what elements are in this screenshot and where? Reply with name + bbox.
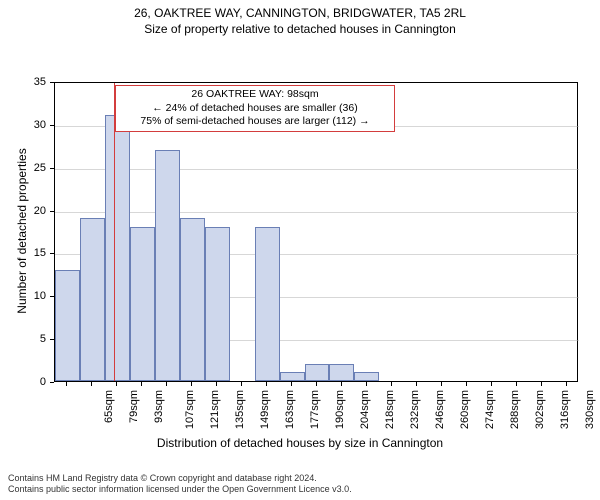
histogram-bar — [329, 364, 354, 381]
x-tick-label: 190sqm — [334, 390, 346, 429]
x-tick-mark — [541, 382, 542, 386]
x-tick-label: 135sqm — [234, 390, 246, 429]
y-tick-mark — [50, 211, 54, 212]
x-tick-label: 93sqm — [153, 390, 165, 423]
x-tick-mark — [291, 382, 292, 386]
x-tick-mark — [266, 382, 267, 386]
x-tick-mark — [66, 382, 67, 386]
y-tick-mark — [50, 339, 54, 340]
x-tick-mark — [216, 382, 217, 386]
y-tick-mark — [50, 168, 54, 169]
x-tick-mark — [141, 382, 142, 386]
histogram-bar — [155, 150, 180, 381]
x-tick-mark — [441, 382, 442, 386]
footer-line-1: Contains HM Land Registry data © Crown c… — [8, 473, 352, 485]
histogram-bar — [130, 227, 155, 381]
histogram-bar — [280, 372, 305, 381]
x-tick-label: 274sqm — [484, 390, 496, 429]
histogram-bar — [55, 270, 80, 381]
x-tick-label: 121sqm — [209, 390, 221, 429]
grid-line — [55, 169, 579, 170]
y-axis-label: Number of detached properties — [15, 131, 29, 331]
title-block: 26, OAKTREE WAY, CANNINGTON, BRIDGWATER,… — [0, 0, 600, 36]
y-tick-label: 35 — [0, 76, 46, 88]
x-tick-label: 218sqm — [384, 390, 396, 429]
x-tick-label: 260sqm — [459, 390, 471, 429]
x-tick-mark — [91, 382, 92, 386]
histogram-bar — [105, 115, 130, 381]
chart: 05101520253035Number of detached propert… — [0, 36, 600, 446]
histogram-bar — [255, 227, 280, 381]
x-tick-label: 79sqm — [128, 390, 140, 423]
x-tick-label: 163sqm — [284, 390, 296, 429]
x-tick-label: 302sqm — [534, 390, 546, 429]
x-tick-label: 149sqm — [259, 390, 271, 429]
x-tick-label: 107sqm — [184, 390, 196, 429]
grid-line — [55, 212, 579, 213]
x-tick-mark — [116, 382, 117, 386]
x-tick-mark — [166, 382, 167, 386]
x-tick-mark — [341, 382, 342, 386]
x-tick-mark — [466, 382, 467, 386]
x-tick-mark — [491, 382, 492, 386]
y-tick-mark — [50, 125, 54, 126]
x-tick-mark — [316, 382, 317, 386]
footer-line-2: Contains public sector information licen… — [8, 484, 352, 496]
x-tick-label: 246sqm — [434, 390, 446, 429]
x-tick-label: 204sqm — [359, 390, 371, 429]
y-tick-label: 5 — [0, 333, 46, 345]
sub-title: Size of property relative to detached ho… — [0, 22, 600, 36]
callout-line: 75% of semi-detached houses are larger (… — [122, 115, 388, 129]
histogram-bar — [305, 364, 330, 381]
y-tick-label: 0 — [0, 376, 46, 388]
callout-line: 26 OAKTREE WAY: 98sqm — [122, 88, 388, 102]
x-tick-mark — [366, 382, 367, 386]
histogram-bar — [354, 372, 379, 381]
x-tick-mark — [566, 382, 567, 386]
histogram-bar — [180, 218, 205, 381]
histogram-bar — [205, 227, 230, 381]
x-tick-label: 288sqm — [509, 390, 521, 429]
footer: Contains HM Land Registry data © Crown c… — [8, 473, 352, 496]
callout-line: ← 24% of detached houses are smaller (36… — [122, 102, 388, 116]
x-tick-label: 65sqm — [104, 390, 116, 423]
y-tick-mark — [50, 82, 54, 83]
y-tick-mark — [50, 253, 54, 254]
histogram-bar — [80, 218, 105, 381]
main-title: 26, OAKTREE WAY, CANNINGTON, BRIDGWATER,… — [0, 6, 600, 20]
x-tick-label: 177sqm — [309, 390, 321, 429]
x-tick-mark — [391, 382, 392, 386]
x-axis-label: Distribution of detached houses by size … — [0, 436, 600, 450]
y-tick-mark — [50, 382, 54, 383]
x-tick-label: 316sqm — [559, 390, 571, 429]
x-tick-mark — [416, 382, 417, 386]
y-tick-label: 30 — [0, 119, 46, 131]
x-tick-label: 330sqm — [584, 390, 596, 429]
x-tick-mark — [191, 382, 192, 386]
x-tick-mark — [241, 382, 242, 386]
x-tick-label: 232sqm — [409, 390, 421, 429]
x-tick-mark — [516, 382, 517, 386]
y-tick-mark — [50, 296, 54, 297]
callout-box: 26 OAKTREE WAY: 98sqm← 24% of detached h… — [115, 85, 395, 132]
